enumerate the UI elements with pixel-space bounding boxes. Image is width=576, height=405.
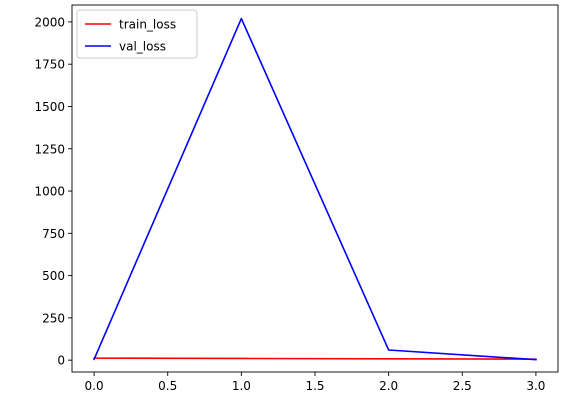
y-tick-label: 500	[42, 269, 65, 283]
series-line-val-loss	[93, 17, 537, 361]
series-layer	[93, 17, 537, 361]
x-tick-label: 1.0	[232, 379, 251, 393]
series-line-train-loss	[93, 357, 537, 360]
x-tick-label: 1.5	[305, 379, 324, 393]
legend-label-val-loss: val_loss	[119, 40, 166, 54]
y-tick-label: 1750	[34, 58, 65, 72]
x-tick-label: 0.5	[158, 379, 177, 393]
plot-background	[72, 5, 558, 372]
x-tick-label: 2.5	[453, 379, 472, 393]
axes-layer: 0.0 0.5 1.0 1.5 2.0 2.5 3.0 0 250 500 750 1000 1250 1…	[34, 4, 559, 393]
legend: train_loss val_loss	[76, 9, 198, 59]
x-tick-label: 3.0	[526, 379, 545, 393]
legend-label-train-loss: train_loss	[119, 18, 176, 32]
y-tick-label: 1000	[34, 185, 65, 199]
y-tick-label: 1500	[34, 100, 65, 114]
x-tick-label: 0.0	[85, 379, 104, 393]
y-tick-label: 1250	[34, 142, 65, 156]
plot-area	[72, 5, 558, 372]
x-tick-label: 2.0	[379, 379, 398, 393]
y-tick-label: 750	[42, 227, 65, 241]
y-tick-label: 0	[57, 354, 65, 368]
y-tick-label: 2000	[34, 15, 65, 29]
y-tick-label: 250	[42, 311, 65, 325]
